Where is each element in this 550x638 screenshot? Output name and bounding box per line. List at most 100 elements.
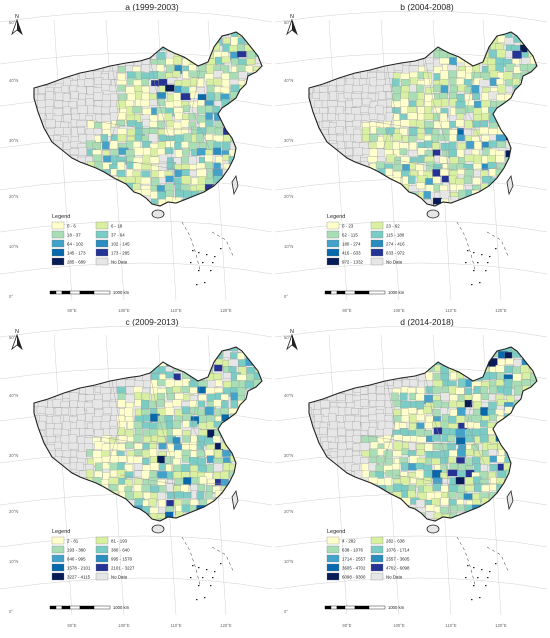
prefecture-cell: [528, 414, 537, 421]
prefecture-cell: [352, 42, 363, 50]
prefecture-cell: [496, 106, 507, 114]
prefecture-cell: [351, 408, 360, 415]
prefecture-cell: [527, 128, 537, 135]
prefecture-cell: [245, 85, 255, 96]
prefecture-cell: [328, 478, 338, 488]
prefecture-cell: [84, 169, 94, 179]
prefecture-cell: [506, 114, 516, 123]
prefecture-cell: [352, 120, 361, 128]
prefecture-cell: [360, 347, 370, 353]
prefecture-cell: [69, 372, 79, 379]
north-label: N: [15, 329, 19, 335]
prefecture-cell: [47, 163, 55, 173]
prefecture-cell: [344, 372, 352, 382]
prefecture-cell: [84, 189, 94, 197]
legend-swatch: [326, 572, 340, 581]
prefecture-cell: [466, 140, 475, 149]
prefecture-cell: [320, 385, 329, 394]
prefecture-cell: [464, 485, 475, 492]
prefecture-cell: [230, 114, 239, 123]
prefecture-cell: [529, 507, 537, 516]
prefecture-cell: [102, 407, 113, 415]
prefecture-cell: [455, 476, 465, 485]
prefecture-cell: [527, 434, 535, 442]
prefecture-cell: [345, 520, 354, 521]
prefecture-cell: [60, 400, 70, 408]
prefecture-cell: [528, 135, 536, 144]
prefecture-cell: [529, 393, 537, 401]
prefecture-cell: [222, 114, 232, 122]
prefecture-cell: [221, 56, 231, 64]
prefecture-cell: [361, 35, 372, 43]
prefecture-cell: [173, 373, 181, 381]
prefecture-cell: [109, 182, 117, 191]
prefecture-cell: [538, 366, 546, 375]
prefecture-cell: [352, 347, 362, 353]
prefecture-cell: [34, 386, 38, 395]
prefecture-cell: [343, 84, 354, 94]
prefecture-cell: [408, 357, 419, 365]
prefecture-cell: [135, 353, 146, 360]
prefecture-cell: [345, 50, 354, 59]
prefecture-cell: [415, 400, 425, 410]
prefecture-cell: [345, 430, 354, 438]
prefecture-cell: [409, 204, 419, 206]
prefecture-cell: [126, 520, 137, 521]
latitude-label: 20°N: [284, 509, 293, 514]
prefecture-cell: [352, 169, 362, 179]
prefecture-cell: [433, 347, 443, 352]
prefecture-cell: [319, 350, 330, 360]
prefecture-cell: [472, 520, 482, 521]
prefecture-cell: [329, 490, 340, 499]
prefecture-cell: [190, 352, 199, 361]
legend-swatch: [51, 545, 65, 554]
prefecture-cell: [471, 393, 482, 403]
scale-label: 1000 km: [113, 605, 130, 610]
longitude-label: 90°E: [342, 308, 351, 313]
prefecture-cell: [199, 36, 209, 46]
island-dot: [477, 577, 479, 579]
longitude-label: 110°E: [170, 308, 181, 313]
prefecture-cell: [220, 470, 229, 480]
latitude-label: 0°: [284, 294, 288, 299]
prefecture-cell: [134, 205, 143, 206]
prefecture-cell: [521, 492, 530, 502]
prefecture-cell: [369, 134, 379, 142]
prefecture-cell: [245, 196, 255, 204]
prefecture-cell: [538, 442, 545, 449]
scale-segment: [79, 290, 95, 295]
island-dot: [202, 262, 204, 264]
prefecture-cell: [133, 434, 143, 443]
prefecture-cell: [69, 462, 78, 470]
prefecture-cell: [383, 504, 393, 513]
legend-label: No Data: [386, 575, 403, 580]
prefecture-cell: [213, 518, 224, 521]
prefecture-cell: [87, 512, 95, 521]
prefecture-cell: [377, 51, 386, 60]
prefecture-cell: [61, 85, 70, 93]
prefecture-cell: [521, 484, 530, 492]
prefecture-cell: [213, 78, 223, 86]
latitude-label: 30°N: [9, 453, 18, 458]
prefecture-cell: [223, 106, 234, 114]
prefecture-cell: [455, 358, 463, 367]
prefecture-cell: [78, 373, 88, 381]
prefecture-cell: [76, 57, 87, 67]
prefecture-cell: [535, 486, 537, 495]
prefecture-cell: [474, 351, 485, 359]
prefecture-cell: [262, 29, 269, 37]
prefecture-cell: [174, 204, 184, 206]
prefecture-cell: [37, 64, 49, 73]
prefecture-cell: [425, 86, 434, 94]
prefecture-cell: [220, 393, 229, 401]
prefecture-cell: [45, 505, 54, 514]
prefecture-cell: [34, 66, 40, 75]
prefecture-cell: [246, 154, 256, 165]
prefecture-cell: [309, 32, 314, 38]
latitude-label: 30°N: [284, 138, 293, 143]
prefecture-cell: [118, 435, 128, 443]
prefecture-cell: [149, 99, 158, 106]
prefecture-cell: [416, 84, 424, 94]
prefecture-cell: [92, 347, 102, 355]
